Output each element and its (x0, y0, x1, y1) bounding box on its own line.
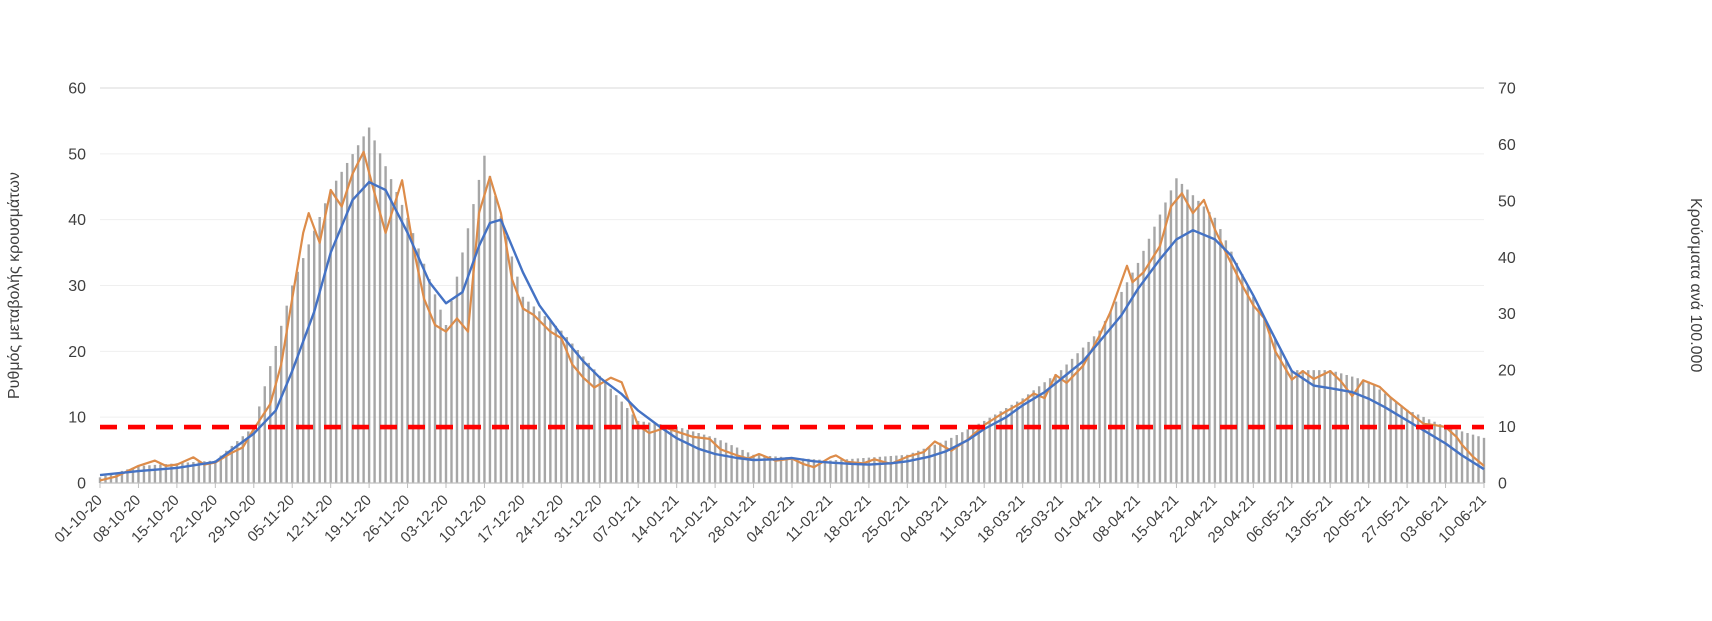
svg-text:60: 60 (68, 81, 86, 98)
svg-text:30: 30 (1498, 306, 1516, 323)
x-axis-labels: 01-10-2008-10-2015-10-2022-10-2029-10-20… (51, 483, 1490, 546)
svg-text:40: 40 (1498, 250, 1516, 267)
svg-text:0: 0 (1498, 476, 1507, 493)
svg-text:50: 50 (1498, 193, 1516, 210)
svg-text:20: 20 (1498, 363, 1516, 380)
model-line (99, 180, 1485, 477)
left-axis-title: Ρυθμός μεταβολής κρουσμάτων (6, 172, 23, 399)
svg-text:20: 20 (68, 344, 86, 361)
right-axis-title: Κρούσματα ανά 100.000 (1687, 198, 1704, 373)
svg-text:30: 30 (68, 278, 86, 295)
y-axis-right-labels: 0 10 20 30 40 50 60 70 (1498, 81, 1516, 493)
svg-text:50: 50 (68, 146, 86, 163)
svg-text:10: 10 (68, 410, 86, 427)
y-axis-left-labels: 0 10 20 30 40 50 60 (68, 81, 86, 493)
svg-text:70: 70 (1498, 81, 1516, 98)
svg-text:40: 40 (68, 212, 86, 229)
svg-text:0: 0 (77, 476, 86, 493)
cases-bars (98, 127, 1486, 484)
svg-text:10: 10 (1498, 419, 1516, 436)
svg-text:60: 60 (1498, 137, 1516, 154)
